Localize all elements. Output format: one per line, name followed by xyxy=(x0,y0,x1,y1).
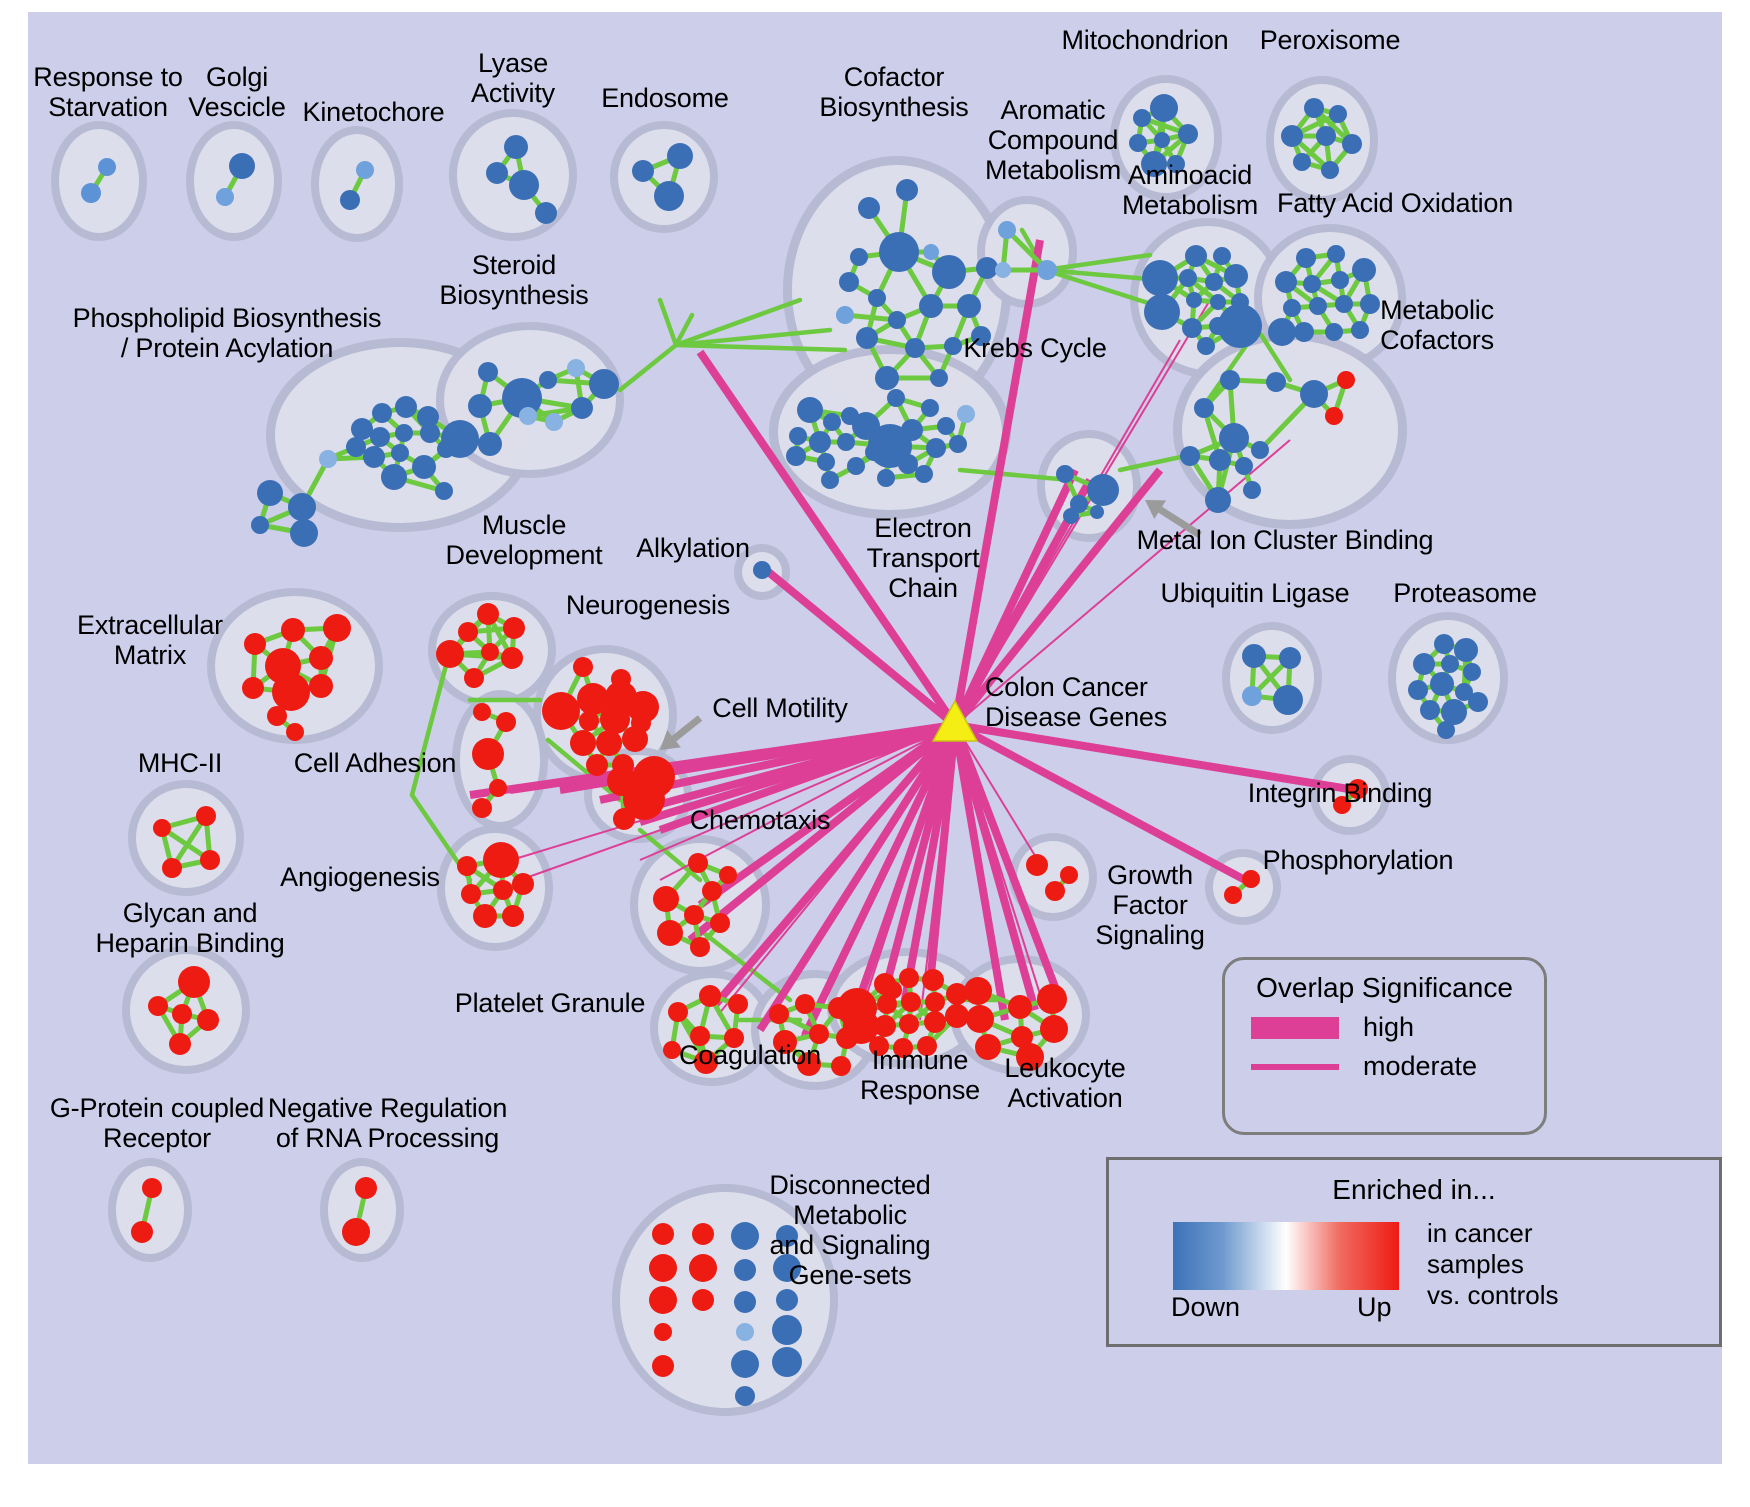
cluster-label-platelet-granule: Platelet Granule xyxy=(454,988,646,1018)
cluster-label-metal-ion-cluster-binding: Metal Ion Cluster Binding xyxy=(1136,525,1434,555)
cluster-label-steroid-biosynthesis: Steroid Biosynthesis xyxy=(439,250,589,310)
legend-overlap-high-row: high xyxy=(1225,1012,1544,1043)
cluster-label-growth-factor-signaling: Growth Factor Signaling xyxy=(1095,860,1205,950)
cluster-label-endosome: Endosome xyxy=(601,83,729,113)
cluster-label-neurogenesis: Neurogenesis xyxy=(565,590,731,620)
legend-high-label: high xyxy=(1363,1012,1415,1042)
cluster-label-mitochondrion: Mitochondrion xyxy=(1061,25,1229,55)
cluster-label-lyase-activity: Lyase Activity xyxy=(471,48,555,108)
legend-up-label: Up xyxy=(1357,1292,1392,1322)
legend-moderate-label: moderate xyxy=(1363,1051,1478,1081)
cluster-label-electron-transport-chain: Electron Transport Chain xyxy=(866,513,980,603)
legend-enriched-title: Enriched in... xyxy=(1332,1174,1496,1205)
cluster-label-disconnected-genesets: Disconnected Metabolic and Signaling Gen… xyxy=(769,1170,931,1290)
cluster-label-metabolic-cofactors: Metabolic Cofactors xyxy=(1380,295,1494,355)
legend-high-swatch xyxy=(1251,1016,1339,1039)
enrichment-colorbar xyxy=(1173,1222,1399,1290)
cluster-label-alkylation: Alkylation xyxy=(636,533,750,563)
cluster-label-krebs-cycle: Krebs Cycle xyxy=(963,333,1107,363)
legend-down-label: Down xyxy=(1171,1292,1241,1322)
cluster-label-neg-reg-rna: Negative Regulation of RNA Processing xyxy=(267,1093,508,1153)
cluster-label-glycan-heparin-binding: Glycan and Heparin Binding xyxy=(95,898,285,958)
legend-enriched-note: in cancer samples vs. controls xyxy=(1427,1218,1559,1310)
cluster-label-immune-response: Immune Response xyxy=(860,1045,980,1105)
cluster-label-cell-motility: Cell Motility xyxy=(712,693,848,723)
cluster-label-kinetochore: Kinetochore xyxy=(302,97,445,127)
cluster-label-ubiquitin-ligase: Ubiquitin Ligase xyxy=(1160,578,1350,608)
legend-overlap-significance: Overlap Significance high moderate xyxy=(1222,957,1547,1135)
hub-label: Colon Cancer Disease Genes xyxy=(985,672,1167,732)
cluster-label-mhc-ii: MHC-II xyxy=(137,748,223,778)
cluster-label-gpcr: G-Protein coupled Receptor xyxy=(49,1093,265,1153)
cluster-label-response-to-starvation: Response to Starvation xyxy=(33,62,183,122)
cluster-label-peroxisome: Peroxisome xyxy=(1259,25,1401,55)
cluster-label-chemotaxis: Chemotaxis xyxy=(689,805,831,835)
cluster-label-cofactor-biosynthesis: Cofactor Biosynthesis xyxy=(819,62,969,122)
cluster-label-cell-adhesion: Cell Adhesion xyxy=(293,748,457,778)
cluster-label-muscle-development: Muscle Development xyxy=(445,510,603,570)
legend-overlap-title: Overlap Significance xyxy=(1256,972,1513,1003)
cluster-label-fatty-acid-oxidation: Fatty Acid Oxidation xyxy=(1276,188,1514,218)
legend-overlap-moderate-row: moderate xyxy=(1225,1051,1544,1082)
cluster-label-leukocyte-activation: Leukocyte Activation xyxy=(1004,1053,1126,1113)
cluster-label-coagulation: Coagulation xyxy=(679,1040,821,1070)
cluster-label-integrin-binding: Integrin Binding xyxy=(1247,778,1433,808)
cluster-label-aminoacid-metabolism: Aminoacid Metabolism xyxy=(1121,160,1259,220)
cluster-label-golgi-vescicle: Golgi Vescicle xyxy=(188,62,286,122)
legend-moderate-swatch xyxy=(1251,1063,1339,1070)
cluster-label-proteasome: Proteasome xyxy=(1393,578,1537,608)
cluster-label-phospholipid-biosynthesis: Phospholipid Biosynthesis / Protein Acyl… xyxy=(72,303,382,363)
cluster-label-phosphorylation: Phosphorylation xyxy=(1262,845,1454,875)
legend-enriched-in: Enriched in... Down Up in cancer samples… xyxy=(1106,1157,1722,1347)
cluster-label-aromatic-compound: Aromatic Compound Metabolism xyxy=(984,95,1122,185)
cluster-label-angiogenesis: Angiogenesis xyxy=(280,862,440,892)
cluster-label-extracellular-matrix: Extracellular Matrix xyxy=(77,610,223,670)
